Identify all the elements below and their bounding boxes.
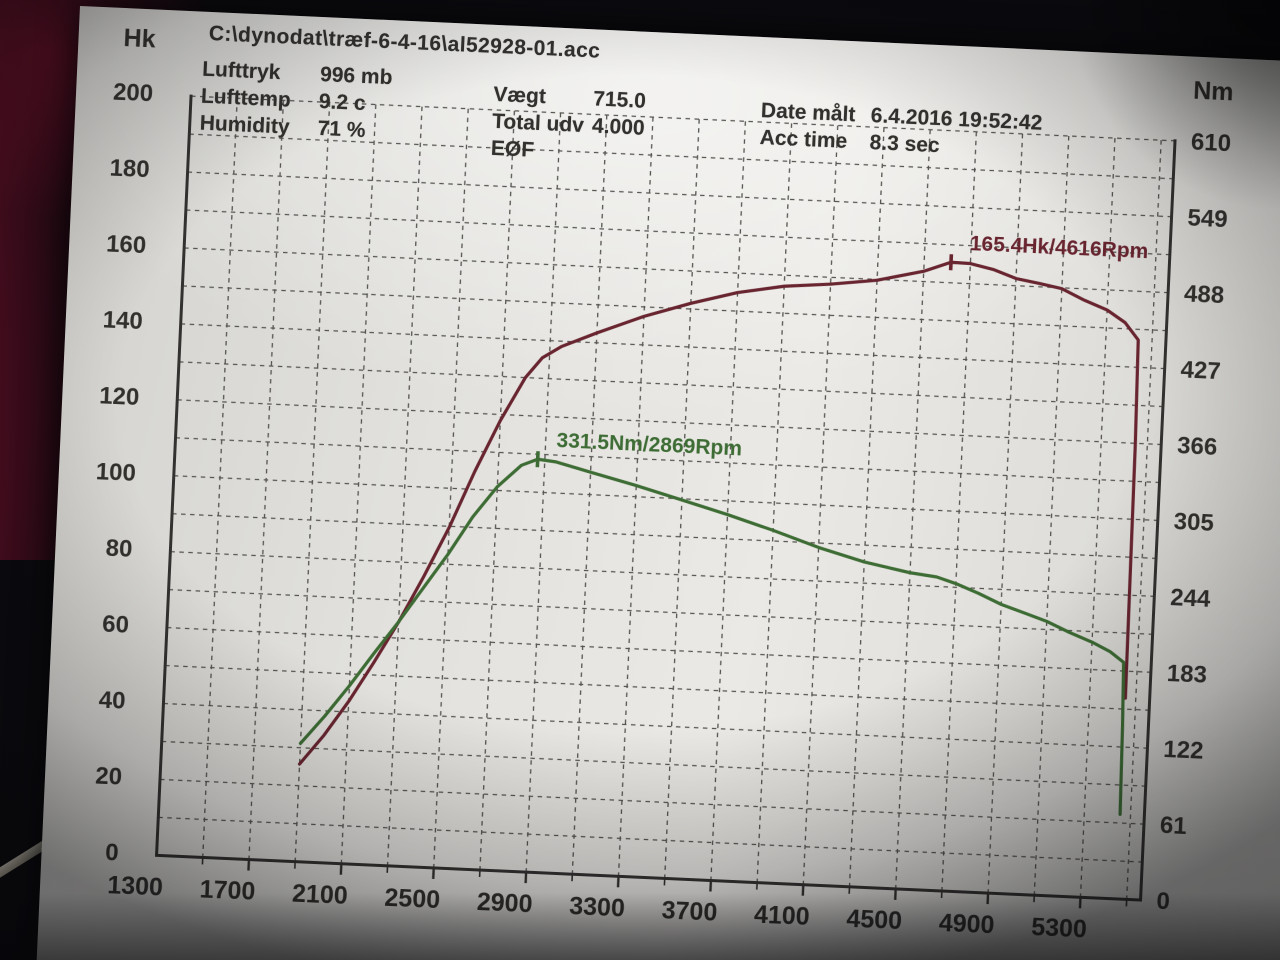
- y-left-tick-label: 0: [105, 839, 120, 867]
- y-right-tick-label: 0: [1156, 888, 1171, 916]
- grid-line: [172, 513, 1157, 560]
- y-left-tick-label: 200: [112, 79, 153, 108]
- y-left-tick-label: 60: [102, 611, 130, 639]
- grid-line: [178, 361, 1163, 408]
- peak-marker: [948, 254, 954, 271]
- y-right-tick-label: 488: [1183, 280, 1224, 309]
- info-value: 9.2 c: [318, 89, 367, 116]
- info-value: 8.3 sec: [869, 130, 941, 158]
- y-left-tick-label: 160: [106, 230, 147, 259]
- torque-curve: [298, 457, 1126, 816]
- y-right-tick-label: 183: [1166, 660, 1207, 689]
- grid-line: [158, 816, 1143, 863]
- x-tick-label: 1300: [107, 871, 164, 901]
- grid-line: [161, 740, 1146, 787]
- info-value: 71 %: [317, 116, 367, 143]
- info-block-vehicle: Vægt 715.0 Total udv 4.000 EØF: [490, 81, 646, 169]
- grid-line: [166, 626, 1151, 673]
- grid-line: [180, 323, 1165, 370]
- y-left-tick-label: 40: [98, 687, 126, 715]
- x-tick-label: 2900: [476, 888, 533, 918]
- y-right-tick-label: 244: [1170, 584, 1212, 613]
- y-left-axis-unit: Hk: [123, 24, 156, 53]
- info-value: 715.0: [592, 87, 647, 113]
- x-tick-label: 2100: [291, 880, 348, 910]
- y-right-tick-label: 610: [1190, 129, 1231, 158]
- y-left-tick-label: 20: [95, 763, 123, 791]
- y-right-axis-unit: Nm: [1193, 77, 1235, 107]
- y-right-tick-label: 61: [1159, 812, 1187, 840]
- x-tick-label: 4100: [753, 901, 810, 931]
- x-tick-label: 4500: [846, 905, 903, 935]
- y-right-tick-label: 427: [1180, 356, 1221, 385]
- peak-marker: [535, 451, 540, 468]
- grid-line: [170, 551, 1155, 597]
- grid-line: [173, 475, 1158, 522]
- dyno-chart: 1300 1700 2100 2500 2900 3300 3700 4100 4500 4900…: [95, 24, 1235, 944]
- info-label: Acc time: [759, 125, 848, 153]
- y-left-tick-label: 120: [99, 382, 140, 411]
- power-curve: [297, 260, 1140, 766]
- y-left-tick-label: 180: [109, 155, 150, 184]
- grid-line: [168, 588, 1153, 635]
- x-tick-label: 3300: [569, 892, 626, 922]
- y-right-tick-label: 366: [1177, 432, 1218, 461]
- info-value: 996 mb: [319, 62, 393, 90]
- info-block-air: Lufttryk 996 mb Lufttemp 9.2 c Humidity 71 %: [199, 56, 393, 146]
- y-right-tick-label: 122: [1163, 736, 1204, 765]
- peak-annotation: 165.4Hk/4616Rpm: [969, 232, 1148, 263]
- y-left-tick-label: 140: [102, 306, 143, 335]
- paper-sheet: 1300 1700 2100 2500 2900 3300 3700 4100 4500 4900…: [31, 6, 1280, 960]
- grid-line: [163, 702, 1148, 749]
- x-tick-label: 1700: [199, 875, 256, 905]
- info-value: 4.000: [591, 114, 646, 140]
- y-left-tick-label: 100: [95, 458, 136, 487]
- x-tick-label: 4900: [938, 909, 995, 939]
- y-right-tick-label: 305: [1173, 508, 1214, 537]
- y-left-tick-label: 80: [105, 535, 133, 563]
- x-tick-label: 5300: [1031, 913, 1088, 943]
- y-right-tick-label: 549: [1187, 204, 1228, 233]
- x-tick-label: 3700: [661, 896, 718, 926]
- grid-line: [159, 778, 1145, 825]
- info-label: EØF: [490, 136, 535, 162]
- grid-line: [165, 664, 1150, 711]
- grid-line: [187, 171, 1172, 218]
- info-label: Humidity: [199, 111, 291, 139]
- x-tick-label: 2500: [384, 884, 441, 914]
